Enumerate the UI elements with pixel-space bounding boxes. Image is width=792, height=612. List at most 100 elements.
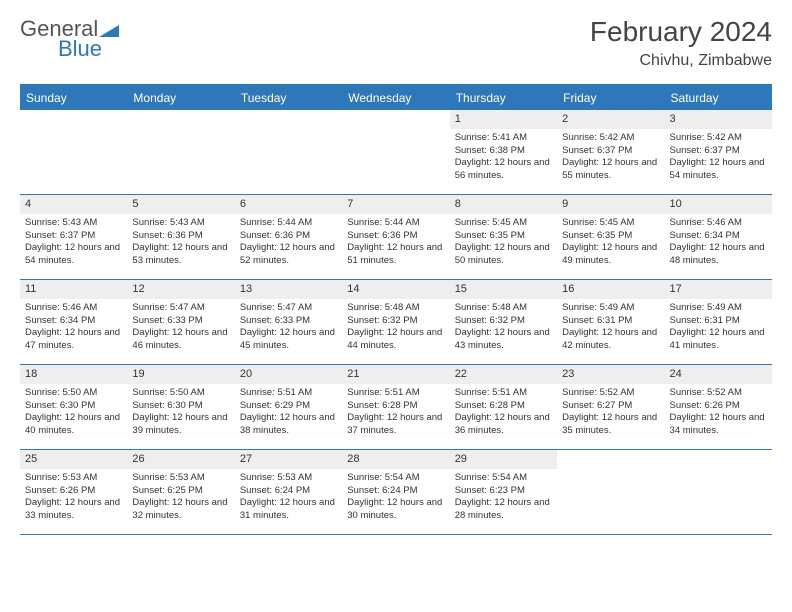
daylight-text: Daylight: 12 hours and 38 minutes. — [240, 412, 337, 438]
sunset-text: Sunset: 6:35 PM — [562, 230, 659, 243]
daylight-text: Daylight: 12 hours and 33 minutes. — [25, 497, 122, 523]
daylight-text: Daylight: 12 hours and 34 minutes. — [670, 412, 767, 438]
sunrise-text: Sunrise: 5:53 AM — [132, 472, 229, 485]
week-row: 1Sunrise: 5:41 AMSunset: 6:38 PMDaylight… — [20, 110, 772, 195]
day-body: Sunrise: 5:48 AMSunset: 6:32 PMDaylight:… — [342, 299, 449, 358]
day-header: Monday — [127, 86, 234, 110]
day-body: Sunrise: 5:49 AMSunset: 6:31 PMDaylight:… — [557, 299, 664, 358]
sunrise-text: Sunrise: 5:51 AM — [455, 387, 552, 400]
daylight-text: Daylight: 12 hours and 49 minutes. — [562, 242, 659, 268]
day-cell — [557, 450, 664, 534]
daylight-text: Daylight: 12 hours and 35 minutes. — [562, 412, 659, 438]
day-cell: 24Sunrise: 5:52 AMSunset: 6:26 PMDayligh… — [665, 365, 772, 449]
day-body: Sunrise: 5:54 AMSunset: 6:24 PMDaylight:… — [342, 469, 449, 528]
sunset-text: Sunset: 6:33 PM — [132, 315, 229, 328]
day-cell — [665, 450, 772, 534]
day-number: 20 — [235, 365, 342, 384]
day-number: 7 — [342, 195, 449, 214]
sunrise-text: Sunrise: 5:44 AM — [240, 217, 337, 230]
day-number: 18 — [20, 365, 127, 384]
day-body: Sunrise: 5:47 AMSunset: 6:33 PMDaylight:… — [127, 299, 234, 358]
sunset-text: Sunset: 6:23 PM — [455, 485, 552, 498]
day-body: Sunrise: 5:44 AMSunset: 6:36 PMDaylight:… — [342, 214, 449, 273]
day-number: 28 — [342, 450, 449, 469]
sunrise-text: Sunrise: 5:45 AM — [455, 217, 552, 230]
day-body: Sunrise: 5:46 AMSunset: 6:34 PMDaylight:… — [20, 299, 127, 358]
day-cell: 4Sunrise: 5:43 AMSunset: 6:37 PMDaylight… — [20, 195, 127, 279]
sunrise-text: Sunrise: 5:47 AM — [132, 302, 229, 315]
daylight-text: Daylight: 12 hours and 37 minutes. — [347, 412, 444, 438]
sunset-text: Sunset: 6:32 PM — [347, 315, 444, 328]
sunset-text: Sunset: 6:26 PM — [670, 400, 767, 413]
sunset-text: Sunset: 6:34 PM — [670, 230, 767, 243]
sunset-text: Sunset: 6:24 PM — [347, 485, 444, 498]
daylight-text: Daylight: 12 hours and 40 minutes. — [25, 412, 122, 438]
day-body: Sunrise: 5:45 AMSunset: 6:35 PMDaylight:… — [450, 214, 557, 273]
day-body: Sunrise: 5:50 AMSunset: 6:30 PMDaylight:… — [20, 384, 127, 443]
sunrise-text: Sunrise: 5:46 AM — [670, 217, 767, 230]
day-cell: 25Sunrise: 5:53 AMSunset: 6:26 PMDayligh… — [20, 450, 127, 534]
sunset-text: Sunset: 6:30 PM — [132, 400, 229, 413]
sunset-text: Sunset: 6:37 PM — [25, 230, 122, 243]
sunset-text: Sunset: 6:37 PM — [670, 145, 767, 158]
day-cell: 2Sunrise: 5:42 AMSunset: 6:37 PMDaylight… — [557, 110, 664, 194]
day-body: Sunrise: 5:53 AMSunset: 6:26 PMDaylight:… — [20, 469, 127, 528]
day-cell: 29Sunrise: 5:54 AMSunset: 6:23 PMDayligh… — [450, 450, 557, 534]
daylight-text: Daylight: 12 hours and 44 minutes. — [347, 327, 444, 353]
day-number: 17 — [665, 280, 772, 299]
sunrise-text: Sunrise: 5:53 AM — [240, 472, 337, 485]
daylight-text: Daylight: 12 hours and 42 minutes. — [562, 327, 659, 353]
day-number: 23 — [557, 365, 664, 384]
day-cell: 17Sunrise: 5:49 AMSunset: 6:31 PMDayligh… — [665, 280, 772, 364]
title-block: February 2024 Chivhu, Zimbabwe — [590, 16, 772, 70]
logo-triangle-icon — [99, 23, 119, 42]
sunset-text: Sunset: 6:31 PM — [562, 315, 659, 328]
day-number: 11 — [20, 280, 127, 299]
day-cell: 8Sunrise: 5:45 AMSunset: 6:35 PMDaylight… — [450, 195, 557, 279]
daylight-text: Daylight: 12 hours and 48 minutes. — [670, 242, 767, 268]
sunset-text: Sunset: 6:30 PM — [25, 400, 122, 413]
day-header: Wednesday — [342, 86, 449, 110]
sunrise-text: Sunrise: 5:53 AM — [25, 472, 122, 485]
day-cell — [342, 110, 449, 194]
sunrise-text: Sunrise: 5:52 AM — [670, 387, 767, 400]
sunrise-text: Sunrise: 5:51 AM — [347, 387, 444, 400]
sunset-text: Sunset: 6:25 PM — [132, 485, 229, 498]
daylight-text: Daylight: 12 hours and 52 minutes. — [240, 242, 337, 268]
daylight-text: Daylight: 12 hours and 54 minutes. — [25, 242, 122, 268]
sunrise-text: Sunrise: 5:50 AM — [132, 387, 229, 400]
day-number: 29 — [450, 450, 557, 469]
day-header: Tuesday — [235, 86, 342, 110]
daylight-text: Daylight: 12 hours and 47 minutes. — [25, 327, 122, 353]
day-cell — [127, 110, 234, 194]
sunrise-text: Sunrise: 5:52 AM — [562, 387, 659, 400]
day-body: Sunrise: 5:51 AMSunset: 6:28 PMDaylight:… — [342, 384, 449, 443]
day-cell: 11Sunrise: 5:46 AMSunset: 6:34 PMDayligh… — [20, 280, 127, 364]
sunset-text: Sunset: 6:34 PM — [25, 315, 122, 328]
day-cell: 12Sunrise: 5:47 AMSunset: 6:33 PMDayligh… — [127, 280, 234, 364]
daylight-text: Daylight: 12 hours and 32 minutes. — [132, 497, 229, 523]
day-cell: 19Sunrise: 5:50 AMSunset: 6:30 PMDayligh… — [127, 365, 234, 449]
sunrise-text: Sunrise: 5:46 AM — [25, 302, 122, 315]
day-number: 12 — [127, 280, 234, 299]
day-number: 8 — [450, 195, 557, 214]
day-body: Sunrise: 5:48 AMSunset: 6:32 PMDaylight:… — [450, 299, 557, 358]
day-cell: 3Sunrise: 5:42 AMSunset: 6:37 PMDaylight… — [665, 110, 772, 194]
day-number: 26 — [127, 450, 234, 469]
week-row: 4Sunrise: 5:43 AMSunset: 6:37 PMDaylight… — [20, 195, 772, 280]
daylight-text: Daylight: 12 hours and 54 minutes. — [670, 157, 767, 183]
sunset-text: Sunset: 6:36 PM — [240, 230, 337, 243]
daylight-text: Daylight: 12 hours and 56 minutes. — [455, 157, 552, 183]
daylight-text: Daylight: 12 hours and 41 minutes. — [670, 327, 767, 353]
day-body: Sunrise: 5:44 AMSunset: 6:36 PMDaylight:… — [235, 214, 342, 273]
sunrise-text: Sunrise: 5:48 AM — [455, 302, 552, 315]
day-body: Sunrise: 5:52 AMSunset: 6:26 PMDaylight:… — [665, 384, 772, 443]
day-number: 16 — [557, 280, 664, 299]
day-number: 14 — [342, 280, 449, 299]
day-header: Thursday — [450, 86, 557, 110]
daylight-text: Daylight: 12 hours and 31 minutes. — [240, 497, 337, 523]
day-number: 21 — [342, 365, 449, 384]
week-row: 11Sunrise: 5:46 AMSunset: 6:34 PMDayligh… — [20, 280, 772, 365]
sunset-text: Sunset: 6:38 PM — [455, 145, 552, 158]
sunrise-text: Sunrise: 5:45 AM — [562, 217, 659, 230]
